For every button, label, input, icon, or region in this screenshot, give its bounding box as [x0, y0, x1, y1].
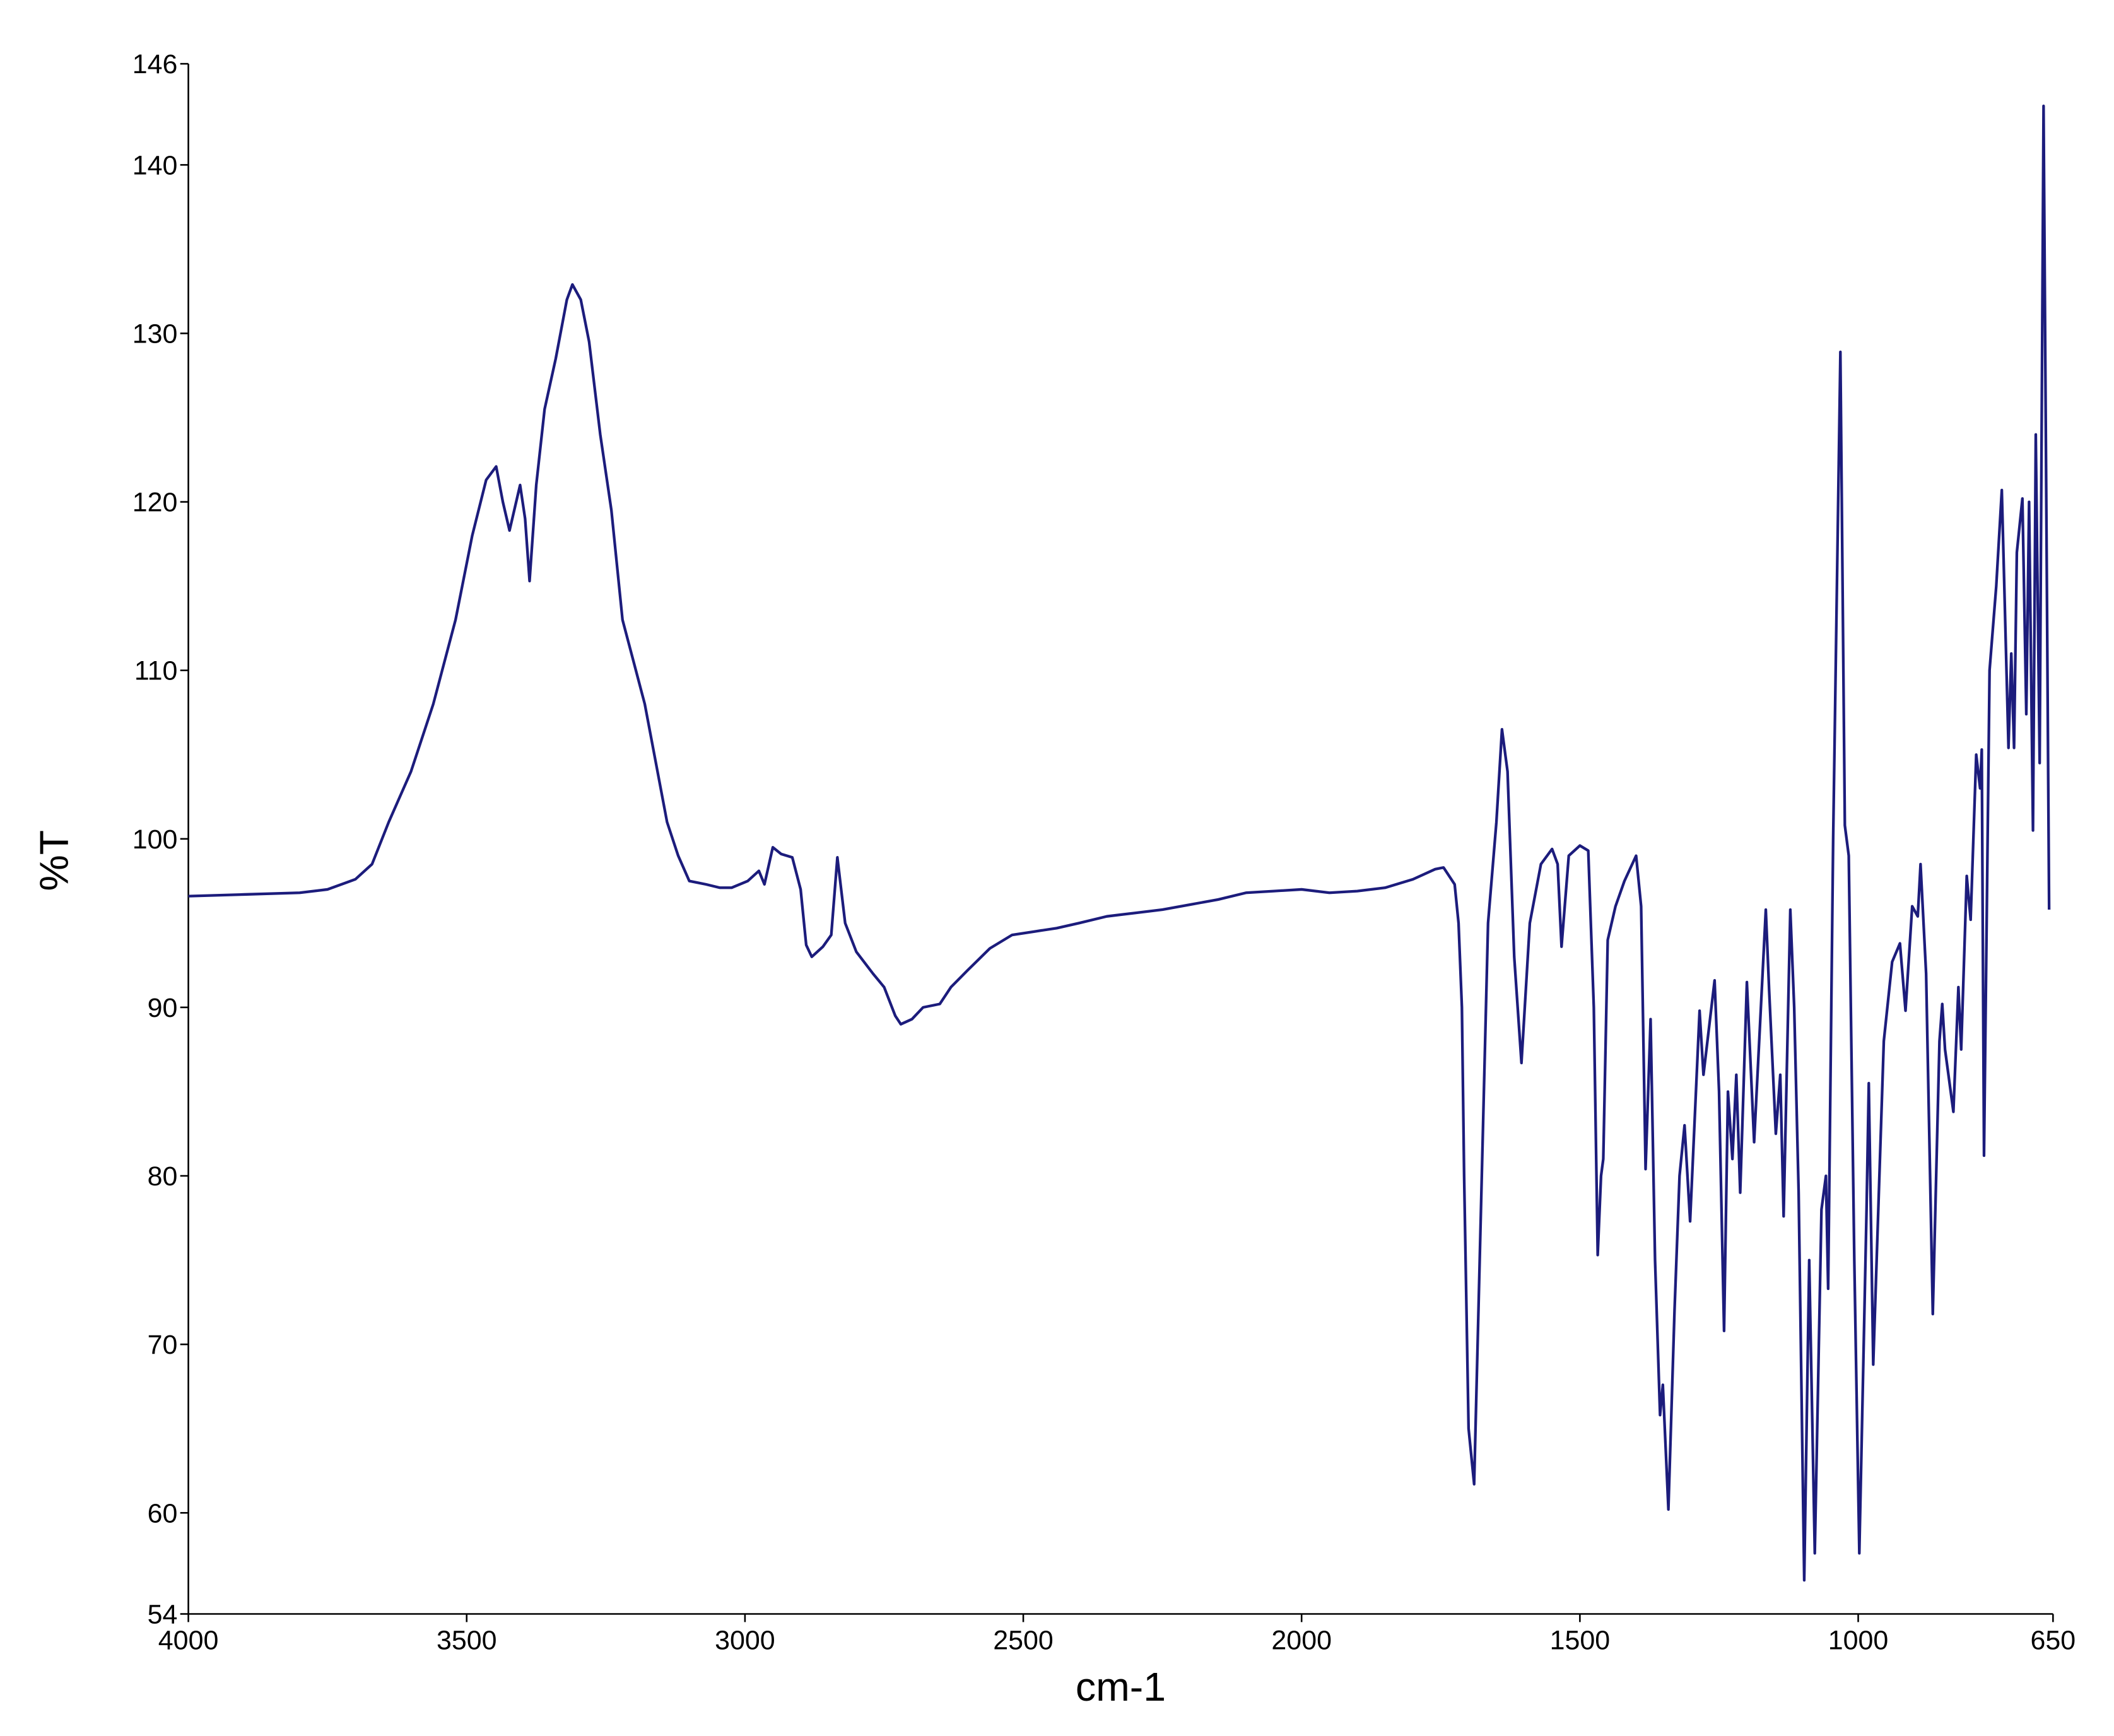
x-axis-label: cm-1: [1076, 1664, 1166, 1710]
y-tick-label: 146: [132, 49, 178, 79]
y-axis-label: %T: [31, 830, 76, 891]
y-tick-label: 100: [132, 824, 178, 855]
y-tick-label: 60: [148, 1498, 178, 1528]
x-tick-label: 1000: [1828, 1625, 1889, 1655]
x-tick-label: 4000: [158, 1625, 219, 1655]
x-tick-label: 1500: [1550, 1625, 1611, 1655]
x-tick-label: 650: [2031, 1625, 2076, 1655]
spectrum-line: [188, 104, 2051, 1582]
y-tick-label: 130: [132, 319, 178, 349]
y-tick-label: 70: [148, 1330, 178, 1360]
y-tick-label: 140: [132, 150, 178, 180]
y-tick-label: 90: [148, 993, 178, 1023]
y-tick-label: 110: [134, 656, 177, 686]
x-tick-label: 3000: [715, 1625, 775, 1655]
y-tick-label: 80: [148, 1161, 178, 1192]
y-tick-label: 120: [132, 488, 178, 518]
y-tick-label: 54: [148, 1600, 178, 1630]
x-tick-label: 3500: [437, 1625, 497, 1655]
x-tick-label: 2000: [1271, 1625, 1332, 1655]
x-tick-label: 2500: [993, 1625, 1054, 1655]
